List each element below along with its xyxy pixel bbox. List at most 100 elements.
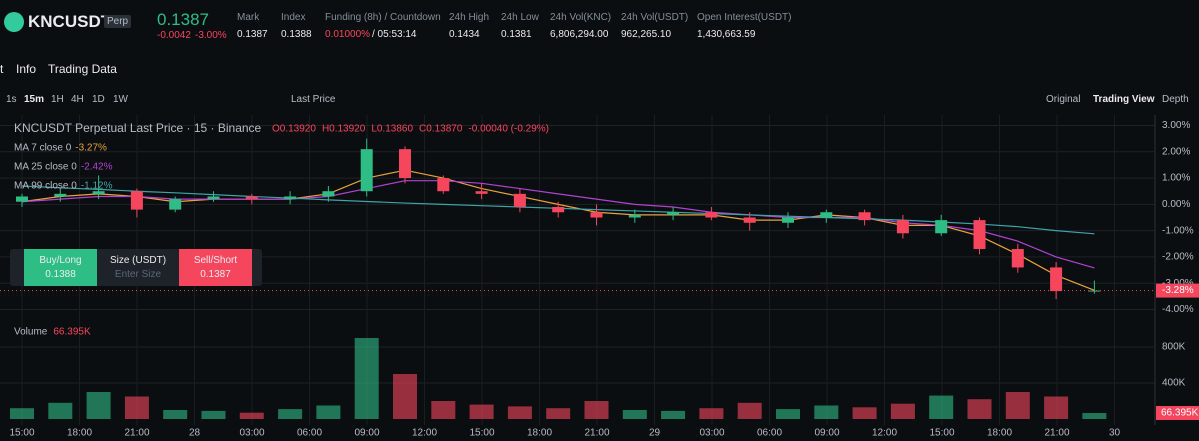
stat-label: 24h Vol(KNC) bbox=[550, 12, 612, 23]
candle-body bbox=[896, 220, 909, 234]
volume-bar bbox=[890, 403, 915, 419]
x-tick-label: 18:00 bbox=[987, 428, 1012, 439]
size-placeholder: Enter Size bbox=[114, 269, 162, 280]
stat-value: 0.1381 bbox=[501, 29, 532, 40]
candle-body bbox=[475, 191, 488, 194]
symbol[interactable]: KNCUSDT bbox=[28, 12, 112, 31]
ma-legend-value: -2.42% bbox=[81, 162, 113, 173]
volume-bar bbox=[469, 404, 494, 419]
x-tick-label: 30 bbox=[1109, 428, 1121, 439]
tab[interactable]: t bbox=[0, 62, 4, 76]
stat-label: Mark bbox=[237, 12, 260, 23]
candle-body bbox=[1088, 290, 1101, 292]
volume-bar bbox=[86, 392, 111, 419]
stat-value: 1,430,663.59 bbox=[697, 29, 756, 40]
stat-value: 6,806,294.00 bbox=[550, 29, 609, 40]
view-tab[interactable]: Trading View bbox=[1093, 94, 1155, 105]
last-price-label: -3.28% bbox=[1162, 285, 1194, 296]
candle-body bbox=[628, 214, 641, 218]
x-tick-label: 15:00 bbox=[929, 428, 954, 439]
y-tick-label: -1.00% bbox=[1162, 225, 1194, 236]
x-tick-label: 03:00 bbox=[699, 428, 724, 439]
volume-bar bbox=[239, 412, 264, 419]
change: -0.0042 bbox=[157, 30, 191, 41]
buy-button[interactable]: Buy/Long 0.1388 bbox=[24, 249, 97, 286]
sell-label: Sell/Short bbox=[193, 255, 238, 266]
x-tick-label: 21:00 bbox=[124, 428, 149, 439]
size-field[interactable]: Size (USDT) Enter Size bbox=[98, 249, 178, 286]
volume-bar bbox=[124, 396, 149, 419]
candle-body bbox=[16, 196, 28, 202]
candle-body bbox=[858, 212, 871, 221]
order-panel: Buy/Long 0.1388 Size (USDT) Enter Size S… bbox=[10, 249, 262, 286]
x-tick-label: 18:00 bbox=[527, 428, 552, 439]
ohlc-label: O0.13920 bbox=[272, 124, 316, 135]
tab[interactable]: Info bbox=[16, 62, 37, 76]
candle-body bbox=[667, 212, 680, 215]
x-tick-label: 12:00 bbox=[872, 428, 897, 439]
candle-body bbox=[207, 196, 220, 200]
volume-bar bbox=[507, 406, 532, 419]
y-tick-label: 1.00% bbox=[1162, 173, 1190, 184]
ma-legend-value: -3.27% bbox=[75, 143, 107, 154]
stat-value: 0.01000% bbox=[325, 29, 371, 40]
volume-bar bbox=[546, 408, 571, 419]
candle-body bbox=[782, 217, 794, 223]
interval[interactable]: 15m bbox=[24, 94, 45, 105]
interval[interactable]: 1W bbox=[113, 94, 128, 105]
interval[interactable]: 1s bbox=[6, 94, 17, 105]
tab[interactable]: Trading Data bbox=[48, 62, 117, 76]
volume-bar bbox=[1082, 413, 1107, 419]
candle-body bbox=[399, 149, 411, 179]
volume-bar bbox=[201, 410, 226, 419]
stat-extra: / 05:53:14 bbox=[372, 29, 417, 40]
volume-tick-label: 800K bbox=[1162, 342, 1186, 353]
candle-body bbox=[743, 217, 756, 223]
volume-bar bbox=[10, 408, 34, 419]
candle-body bbox=[820, 212, 833, 218]
x-tick-label: 03:00 bbox=[239, 428, 264, 439]
view-tab[interactable]: Original bbox=[1046, 94, 1081, 105]
volume-bar bbox=[929, 395, 954, 419]
volume-bar bbox=[622, 410, 647, 419]
y-tick-label: -3.00% bbox=[1162, 278, 1194, 289]
stat-label: Funding (8h) / Countdown bbox=[325, 12, 441, 23]
view-tab[interactable]: Depth bbox=[1162, 94, 1189, 105]
candle-body bbox=[973, 220, 986, 250]
x-tick-label: 21:00 bbox=[1044, 428, 1069, 439]
sell-button[interactable]: Sell/Short 0.1387 bbox=[179, 249, 252, 286]
stat-value: 962,265.10 bbox=[621, 29, 672, 40]
candle-body bbox=[54, 193, 67, 197]
x-tick-label: 29 bbox=[649, 428, 661, 439]
volume-legend-value: 66.395K bbox=[53, 327, 91, 338]
y-tick-label: -4.00% bbox=[1162, 304, 1194, 315]
chart-title: KNCUSDT Perpetual Last Price · 15 · Bina… bbox=[14, 121, 262, 135]
candle-body bbox=[245, 196, 258, 200]
volume-tag bbox=[1156, 406, 1199, 421]
y-tick-label: -2.00% bbox=[1162, 252, 1194, 263]
stat-label: Open Interest(USDT) bbox=[697, 12, 792, 23]
x-tick-label: 18:00 bbox=[67, 428, 92, 439]
stat-label: 24h Vol(USDT) bbox=[621, 12, 689, 23]
ma-legend-name: MA 99 close 0 bbox=[14, 181, 77, 192]
interval[interactable]: 1D bbox=[92, 94, 105, 105]
candle-body bbox=[130, 191, 143, 210]
x-tick-label: 21:00 bbox=[584, 428, 609, 439]
stat-label: 24h Low bbox=[501, 12, 539, 23]
interval[interactable]: 1H bbox=[51, 94, 64, 105]
price-type[interactable]: Last Price bbox=[291, 94, 336, 105]
change-pct: -3.00% bbox=[195, 30, 227, 41]
coin-icon bbox=[4, 12, 24, 32]
volume-bar bbox=[1044, 396, 1069, 419]
volume-bar bbox=[814, 405, 839, 419]
volume-bar bbox=[316, 405, 341, 419]
buy-label: Buy/Long bbox=[39, 255, 82, 266]
volume-title: Volume bbox=[14, 327, 48, 338]
interval[interactable]: 4H bbox=[71, 94, 84, 105]
stat-value: 0.1387 bbox=[237, 29, 268, 40]
volume-bar bbox=[967, 399, 992, 419]
y-tick-label: 0.00% bbox=[1162, 199, 1190, 210]
stat-label: Index bbox=[281, 12, 306, 23]
ohlc-label: -0.00040 (-0.29%) bbox=[468, 124, 549, 135]
